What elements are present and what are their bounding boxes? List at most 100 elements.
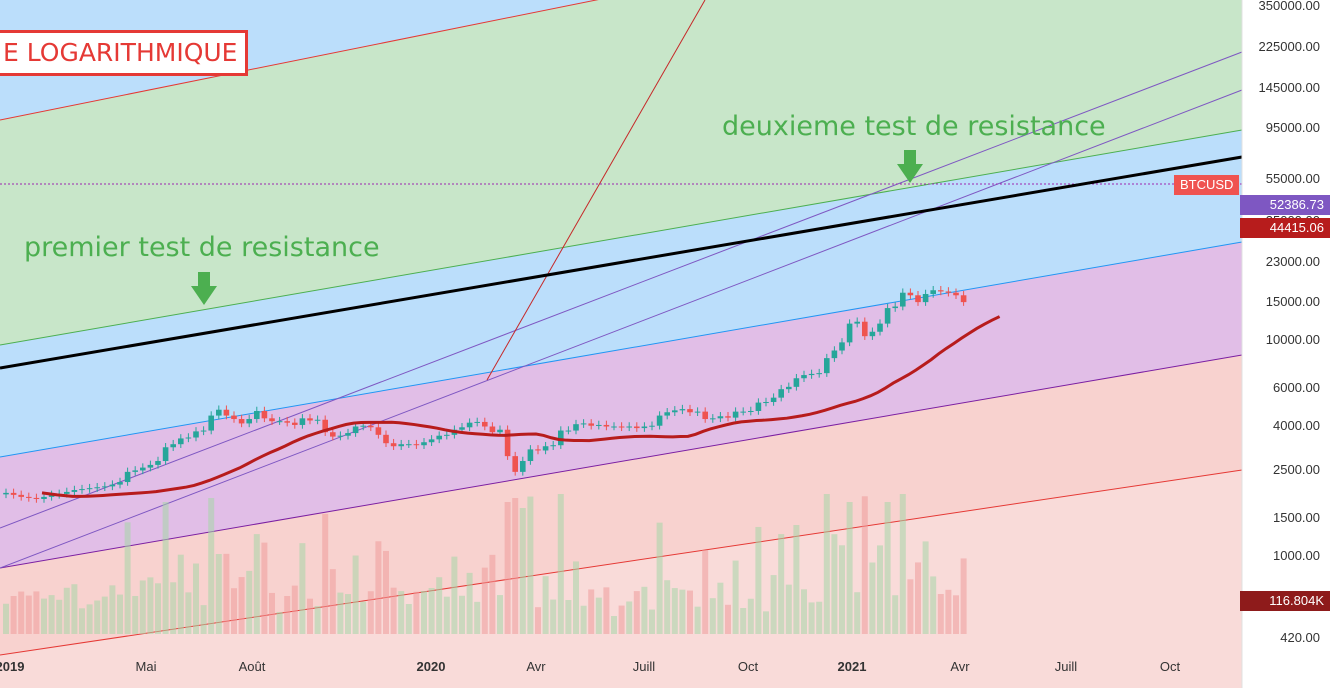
volume-bar: [671, 588, 678, 634]
candle: [41, 496, 47, 499]
resistance-trendline: [0, 155, 1243, 370]
trend-line: [0, 155, 1243, 370]
candle: [824, 358, 830, 374]
candle: [710, 418, 716, 420]
volume-bar: [71, 584, 78, 634]
candle: [132, 470, 138, 472]
channel-band: [0, 0, 1242, 345]
symbol-tag[interactable]: BTCUSD: [1174, 175, 1240, 195]
price-tick-label: 350000.00: [1258, 0, 1320, 13]
candle: [33, 497, 40, 499]
volume-bar: [709, 598, 716, 634]
volume-bar: [162, 502, 169, 634]
volume-bar: [3, 603, 9, 634]
candle: [854, 321, 860, 324]
candle: [466, 422, 473, 428]
candle: [185, 437, 192, 439]
volume-bar: [33, 591, 40, 634]
candle: [641, 426, 648, 429]
price-tick-label: 4000.00: [1273, 418, 1320, 433]
volume-bar: [877, 545, 883, 634]
candle: [421, 442, 427, 446]
annotation-second-test: deuxieme test de resistance: [722, 111, 1106, 142]
volume-bar: [307, 598, 313, 634]
volume-bar: [436, 577, 443, 634]
candle: [801, 375, 807, 379]
candle: [398, 444, 404, 447]
volume-bar: [48, 595, 55, 634]
ma-price-tag: 44415.06: [1240, 218, 1330, 238]
volume-bar: [466, 572, 473, 634]
candle: [816, 373, 822, 375]
volume-bar: [474, 601, 481, 634]
price-tick-label: 2500.00: [1273, 462, 1320, 477]
volume-bar: [519, 508, 526, 634]
volume-bar: [124, 522, 131, 634]
price-tick-label: 1500.00: [1273, 510, 1320, 525]
candle: [565, 430, 572, 432]
candle: [656, 415, 663, 426]
candle: [200, 430, 207, 432]
candle: [649, 425, 655, 427]
volume-bar: [451, 556, 458, 634]
candle: [330, 432, 336, 437]
candle: [231, 415, 237, 420]
volume-bar: [945, 589, 952, 634]
volume-bar: [892, 595, 899, 634]
candle: [687, 409, 693, 413]
channel-line: [0, 129, 1243, 346]
channel-band: [0, 242, 1242, 568]
volume-bar: [117, 594, 123, 634]
volume-bar: [573, 561, 579, 634]
candle: [922, 293, 929, 303]
volume-bar: [459, 595, 465, 634]
candle: [763, 402, 769, 404]
volume-bar: [170, 582, 177, 634]
volume-bar: [41, 598, 47, 634]
volume-bar: [930, 576, 937, 634]
channel-band: [0, 130, 1242, 457]
candle: [337, 435, 344, 437]
candle: [938, 290, 944, 292]
down-arrow-icon: [897, 150, 923, 183]
candle: [831, 350, 838, 359]
candle: [748, 410, 754, 412]
candle: [140, 467, 146, 471]
candle: [846, 323, 853, 343]
candle: [907, 292, 914, 296]
candle: [162, 447, 169, 462]
volume-bar: [101, 596, 108, 634]
volume-bar: [747, 598, 754, 634]
candle: [18, 494, 24, 497]
candle: [573, 424, 579, 431]
candle: [862, 321, 868, 337]
time-tick-label: Mai: [135, 659, 157, 674]
candle: [284, 421, 290, 423]
candle: [618, 426, 625, 428]
volume-bar: [603, 587, 610, 634]
price-tick-label: 95000.00: [1265, 120, 1320, 135]
volume-bar: [808, 602, 815, 634]
time-tick-label: Avr: [950, 659, 970, 674]
price-tick-label: 6000.00: [1273, 380, 1320, 395]
candle: [428, 439, 435, 443]
candle: [520, 461, 526, 472]
candle: [10, 492, 17, 495]
volume-bar: [185, 592, 192, 634]
candle: [626, 426, 632, 428]
volume-bar: [367, 591, 374, 634]
candle: [717, 416, 724, 419]
volume-bar: [793, 525, 800, 634]
volume-bar: [345, 594, 351, 634]
annotation-first-test: premier test de resistance: [24, 232, 380, 263]
volume-bar: [527, 496, 534, 634]
channel-line: [0, 469, 1243, 656]
channel-line: [0, 241, 1243, 458]
volume-bar: [725, 604, 731, 634]
candle: [459, 427, 465, 430]
candle: [489, 426, 496, 433]
candle: [375, 427, 382, 435]
title-banner: E LOGARITHMIQUE: [0, 30, 249, 76]
